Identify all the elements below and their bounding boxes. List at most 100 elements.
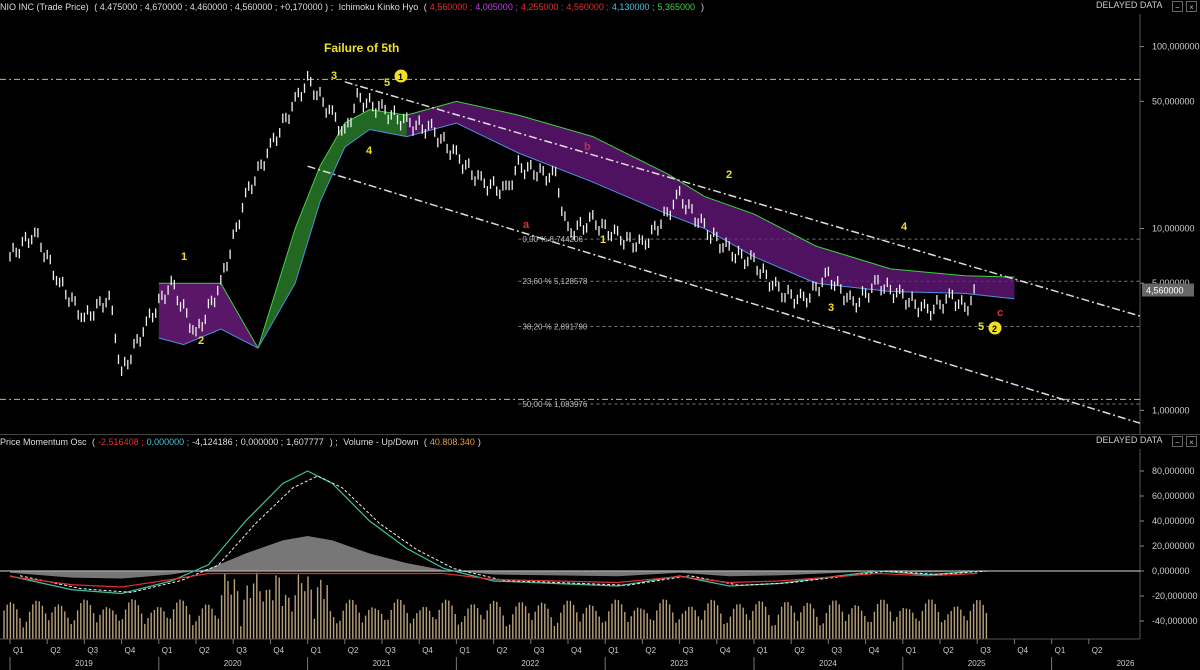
fib-level-label: 0,00 % 8,744206 xyxy=(522,235,583,244)
quarter-label: Q2 xyxy=(348,646,359,655)
year-label: 2024 xyxy=(819,659,837,668)
ichimoku-cloud-purple xyxy=(406,101,1015,299)
momentum-panel-header: Price Momentum Osc (-2,516408 ; 0,000000 … xyxy=(0,437,481,447)
year-label: 2023 xyxy=(670,659,688,668)
momentum-y-tick-label: 40,000000 xyxy=(1152,516,1195,526)
last-price-box xyxy=(1142,283,1194,297)
quarter-label: Q2 xyxy=(199,646,210,655)
quarter-label: Q1 xyxy=(1055,646,1066,655)
momentum-line xyxy=(9,470,978,595)
quarter-label: Q1 xyxy=(311,646,322,655)
quarter-label: Q1 xyxy=(459,646,470,655)
quarter-label: Q1 xyxy=(608,646,619,655)
wave-circle-label-w1_circle: 1 xyxy=(398,72,403,82)
quarter-label: Q3 xyxy=(980,646,991,655)
momentum-histogram-area xyxy=(10,536,978,579)
price-y-tick-label: 10,000000 xyxy=(1152,223,1195,233)
wave-label-c: c xyxy=(997,307,1003,319)
quarter-label: Q3 xyxy=(683,646,694,655)
price-panel-header: NIO INC (Trade Price) ( 4,475000 ; 4,670… xyxy=(0,2,705,12)
ichimoku-value-4: 4,130000 ; xyxy=(611,2,655,12)
momentum-red-line xyxy=(9,572,978,588)
year-label: 2025 xyxy=(968,659,986,668)
wave-label-w5_top: 5 xyxy=(384,77,390,89)
quarter-label: Q2 xyxy=(943,646,954,655)
price-chart[interactable]: 100,000000 50,000000 10,000000 5,000000 1,00… xyxy=(0,14,1200,434)
wave-label-w2_2023: 2 xyxy=(726,169,732,181)
ohlc-values: ( 4,475000 ; 4,670000 ; 4,460000 ; 4,560… xyxy=(94,2,334,12)
delayed-data-label: DELAYED DATA xyxy=(1096,0,1163,10)
quarter-label: Q3 xyxy=(831,646,842,655)
quarter-label: Q1 xyxy=(162,646,173,655)
momentum-y-tick-label: 20,000000 xyxy=(1152,541,1195,551)
quarter-label: Q3 xyxy=(236,646,247,655)
quarter-label: Q1 xyxy=(906,646,917,655)
price-y-tick-label: 5,000000 xyxy=(1152,278,1190,288)
last-price-label: 4,560000 xyxy=(1146,286,1184,296)
wave-label-w3_top: 3 xyxy=(331,70,337,82)
quarter-label: Q2 xyxy=(1092,646,1103,655)
quarter-label: Q4 xyxy=(571,646,582,655)
fib-level-label: 50,00 % 1,083976 xyxy=(522,400,587,409)
momentum-value-3: 0,000000 ; xyxy=(240,437,284,447)
wave-circle-label-w2_circle: 2 xyxy=(992,324,997,334)
wave-circle-w1_circle xyxy=(394,69,408,83)
momentum-y-tick-label: -20,000000 xyxy=(1152,591,1198,601)
momentum-values: -2,516408 ; 0,000000 ; -4,124186 ; 0,000000… xyxy=(98,437,327,447)
year-label: 2021 xyxy=(373,659,391,668)
wave-label-w5_2025: 5 xyxy=(978,321,984,333)
wave-label-w4_top: 4 xyxy=(366,145,373,157)
momentum-value-0: -2,516408 ; xyxy=(98,437,144,447)
momentum-value-1: 0,000000 ; xyxy=(146,437,190,447)
wave-label-w4_2024: 4 xyxy=(901,221,908,233)
wave-circle-w2_circle xyxy=(988,321,1002,335)
wave-label-w2_2020: 2 xyxy=(198,335,204,347)
momentum-y-tick-label: 0,000000 xyxy=(1152,566,1190,576)
ichimoku-values: 4,560000 ; 4,005000 ; 4,255000 ; 4,560000 ;… xyxy=(430,2,698,12)
price-panel: NIO INC (Trade Price) ( 4,475000 ; 4,670… xyxy=(0,0,1200,434)
quarter-label: Q1 xyxy=(757,646,768,655)
zoom-out-button[interactable]: − xyxy=(1172,1,1183,12)
momentum-y-tick-label: -40,000000 xyxy=(1152,616,1198,626)
ichimoku-value-2: 4,255000 ; xyxy=(520,2,564,12)
quarter-label: Q2 xyxy=(645,646,656,655)
price-y-tick-label: 50,000000 xyxy=(1152,96,1195,106)
momentum-value-4: 1,607777 xyxy=(286,437,324,447)
quarter-label: Q3 xyxy=(385,646,396,655)
year-label: 2019 xyxy=(75,659,93,668)
close-panel-button-bottom[interactable]: × xyxy=(1186,436,1197,447)
instrument-title: NIO INC (Trade Price) xyxy=(0,2,89,12)
ichimoku-value-5: 5,365000 xyxy=(657,2,696,12)
quarter-label: Q2 xyxy=(794,646,805,655)
wave-label-w1_2022: 1 xyxy=(600,234,606,246)
wave-label-w1_2020: 1 xyxy=(181,251,187,263)
ichimoku-value-3: 4,560000 ; xyxy=(566,2,609,12)
quarter-label: Q1 xyxy=(13,646,24,655)
momentum-panel: Price Momentum Osc (-2,516408 ; 0,000000 … xyxy=(0,434,1200,670)
quarter-label: Q2 xyxy=(497,646,508,655)
quarter-label: Q4 xyxy=(720,646,731,655)
momentum-y-tick-label: 80,000000 xyxy=(1152,466,1195,476)
wave-label-b: b xyxy=(584,141,591,153)
quarter-label: Q2 xyxy=(50,646,61,655)
quarter-label: Q3 xyxy=(87,646,98,655)
price-y-tick-label: 100,000000 xyxy=(1152,42,1200,52)
zoom-out-button-bottom[interactable]: − xyxy=(1172,436,1183,447)
close-panel-button[interactable]: × xyxy=(1186,1,1197,12)
fib-level-label: 38,20 % 2,891790 xyxy=(522,322,587,331)
quarter-label: Q4 xyxy=(125,646,136,655)
momentum-value-2: -4,124186 ; xyxy=(192,437,238,447)
ichimoku-cloud-purple-2020 xyxy=(158,283,258,349)
volume-value: 40.808.340 xyxy=(429,437,475,447)
quarter-label: Q4 xyxy=(273,646,284,655)
annotation-title: Failure of 5th xyxy=(324,41,399,55)
quarter-label: Q4 xyxy=(869,646,880,655)
ichimoku-value-0: 4,560000 ; xyxy=(429,2,473,12)
year-label: 2020 xyxy=(224,659,242,668)
momentum-chart[interactable]: 80,000000 60,000000 40,000000 20,000000 0,00… xyxy=(0,449,1200,670)
delayed-data-label-bottom: DELAYED DATA xyxy=(1096,435,1163,445)
price-y-tick-label: 1,000000 xyxy=(1152,405,1190,415)
momentum-title: Price Momentum Osc xyxy=(0,437,87,447)
wave-label-w3_2023: 3 xyxy=(828,302,834,314)
channel-upper-line xyxy=(344,81,1141,317)
